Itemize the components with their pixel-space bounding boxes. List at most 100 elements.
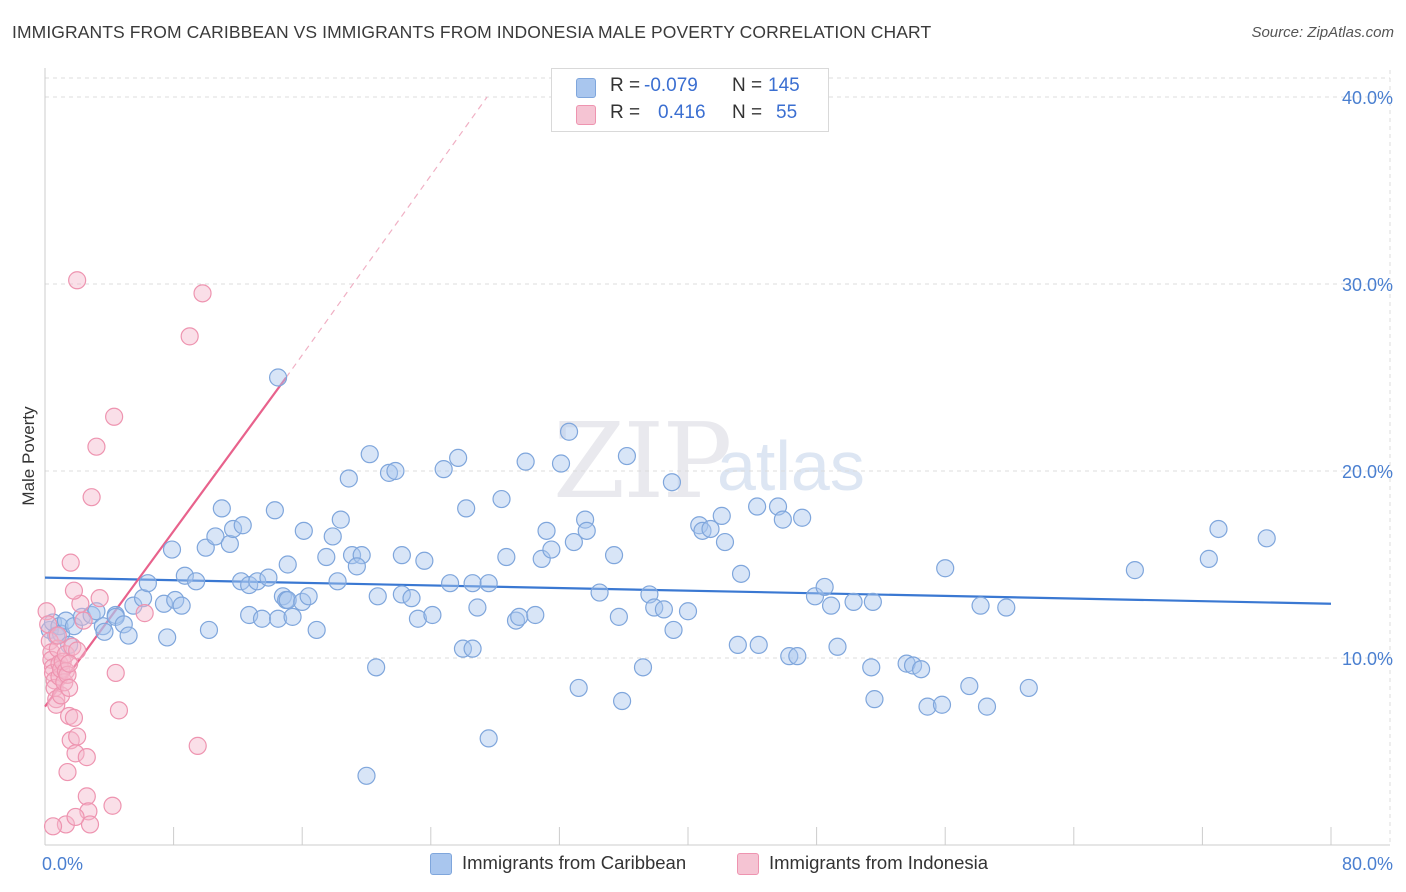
blue-swatch-icon xyxy=(430,853,452,875)
point-indonesia xyxy=(135,604,154,623)
r-label: R = xyxy=(610,102,641,123)
x-tick-label: 0.0% xyxy=(42,854,83,874)
point-indonesia xyxy=(77,748,96,767)
point-indonesia xyxy=(180,327,199,346)
point-caribbean xyxy=(342,546,362,565)
point-caribbean xyxy=(299,587,318,606)
point-caribbean xyxy=(678,602,698,621)
point-caribbean xyxy=(936,559,955,578)
point-indonesia xyxy=(77,787,96,806)
point-indonesia xyxy=(68,727,87,746)
point-caribbean xyxy=(294,521,313,540)
point-caribbean xyxy=(357,766,376,785)
point-caribbean xyxy=(199,620,219,640)
point-caribbean xyxy=(863,592,882,612)
point-caribbean xyxy=(283,607,302,626)
point-caribbean xyxy=(233,516,252,535)
point-caribbean xyxy=(114,615,133,634)
data-points xyxy=(37,271,1276,836)
point-caribbean xyxy=(360,445,379,464)
y-tick-label: 20.0% xyxy=(1342,462,1393,482)
trend-line-indonesia-extension xyxy=(285,96,488,378)
point-caribbean xyxy=(278,590,297,610)
correlation-legend: R = -0.079 N = 145 R = 0.416 N = 55 xyxy=(551,68,829,132)
point-indonesia xyxy=(82,488,101,507)
x-tick-label: 80.0% xyxy=(1342,854,1393,874)
point-caribbean xyxy=(1199,549,1218,568)
point-caribbean xyxy=(542,540,561,559)
point-caribbean xyxy=(576,510,595,529)
point-caribbean xyxy=(865,690,884,709)
gridlines xyxy=(45,70,1391,845)
point-indonesia xyxy=(87,437,106,456)
point-caribbean xyxy=(633,658,653,677)
n-label: N = xyxy=(732,102,763,123)
point-caribbean xyxy=(862,658,881,677)
point-caribbean xyxy=(392,585,411,604)
pink-swatch-icon xyxy=(576,105,596,125)
point-caribbean xyxy=(331,510,350,529)
point-caribbean xyxy=(259,568,278,587)
point-caribbean xyxy=(1257,529,1276,548)
point-indonesia xyxy=(106,663,125,683)
point-indonesia xyxy=(90,589,109,608)
point-caribbean xyxy=(559,422,579,441)
point-indonesia xyxy=(64,708,84,727)
point-indonesia xyxy=(103,796,122,815)
point-caribbean xyxy=(453,639,473,658)
point-caribbean xyxy=(609,607,628,626)
point-indonesia xyxy=(48,626,67,645)
point-caribbean xyxy=(206,527,225,546)
y-tick-label: 40.0% xyxy=(1342,88,1393,108)
point-indonesia xyxy=(193,284,212,303)
point-caribbean xyxy=(172,596,191,615)
point-caribbean xyxy=(577,521,596,540)
point-indonesia xyxy=(68,641,87,660)
point-caribbean xyxy=(158,628,177,647)
point-caribbean xyxy=(728,635,747,655)
point-caribbean xyxy=(138,574,157,593)
point-caribbean xyxy=(220,534,239,554)
chart-title: IMMIGRANTS FROM CARIBBEAN VS IMMIGRANTS … xyxy=(12,22,932,42)
point-caribbean xyxy=(440,574,460,593)
point-caribbean xyxy=(95,622,114,641)
point-caribbean xyxy=(532,549,551,568)
point-indonesia xyxy=(64,581,84,600)
point-caribbean xyxy=(1125,561,1144,580)
y-tick-label: 30.0% xyxy=(1342,275,1393,295)
n-value: 55 xyxy=(776,102,798,123)
point-caribbean xyxy=(569,678,588,698)
point-indonesia xyxy=(61,553,80,572)
point-caribbean xyxy=(248,572,267,591)
point-caribbean xyxy=(793,508,812,527)
point-caribbean xyxy=(347,557,366,576)
point-indonesia xyxy=(188,736,207,755)
point-caribbean xyxy=(612,691,632,711)
point-caribbean xyxy=(977,697,997,716)
point-caribbean xyxy=(408,609,428,628)
trend-line-caribbean xyxy=(44,576,1332,605)
point-caribbean xyxy=(497,547,516,567)
point-caribbean xyxy=(510,607,529,626)
point-caribbean xyxy=(821,596,841,615)
point-caribbean xyxy=(119,626,138,645)
point-caribbean xyxy=(715,532,735,552)
point-caribbean xyxy=(223,519,243,539)
point-caribbean xyxy=(617,446,637,466)
point-indonesia xyxy=(37,602,56,621)
point-caribbean xyxy=(379,463,399,482)
point-caribbean xyxy=(252,609,272,628)
r-value: 0.416 xyxy=(658,102,706,123)
y-tick-label: 10.0% xyxy=(1342,649,1393,669)
r-value: -0.079 xyxy=(644,75,698,96)
point-caribbean xyxy=(492,489,511,509)
point-caribbean xyxy=(449,448,468,468)
legend-label: Immigrants from Indonesia xyxy=(769,852,989,873)
point-caribbean xyxy=(604,546,624,565)
point-caribbean xyxy=(317,547,336,567)
point-indonesia xyxy=(58,665,77,684)
pink-swatch-icon xyxy=(737,853,759,875)
point-caribbean xyxy=(654,600,673,619)
point-indonesia xyxy=(74,611,93,630)
point-caribbean xyxy=(307,620,326,640)
